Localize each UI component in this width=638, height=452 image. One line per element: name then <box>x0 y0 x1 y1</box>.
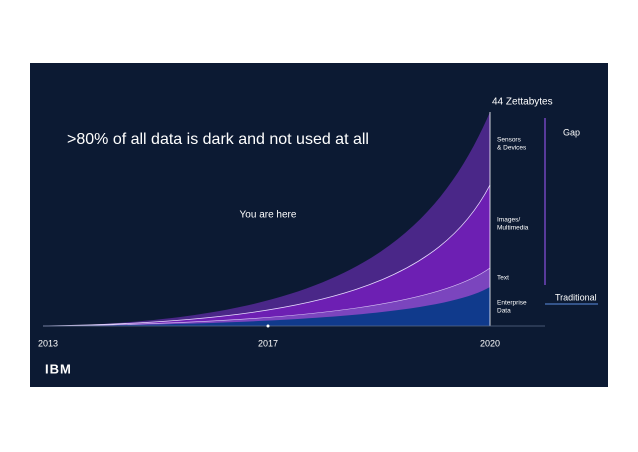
layer-label: Enterprise <box>497 300 527 307</box>
title: >80% of all data is dark and not used at… <box>67 131 369 148</box>
traditional-label: Traditional <box>555 292 597 302</box>
year-label: 2013 <box>38 338 58 348</box>
logo: IBM <box>45 361 72 376</box>
area-edge <box>42 184 491 327</box>
area-sensors <box>43 112 490 326</box>
slide-background <box>30 63 608 387</box>
year-label: 2020 <box>480 338 500 348</box>
total-label: 44 Zettabytes <box>492 97 553 108</box>
layer-label: Text <box>497 275 509 282</box>
year-label: 2017 <box>258 338 278 348</box>
area-text <box>43 268 490 326</box>
layer-label: Data <box>497 308 511 315</box>
layer-label: Images/ <box>497 217 520 224</box>
layer-label: & Devices <box>497 145 527 152</box>
layer-label: Sensors <box>497 137 522 144</box>
area-enterprise <box>43 287 490 326</box>
marker-dot <box>266 324 270 328</box>
layer-label: Multimedia <box>497 225 529 232</box>
area-edge <box>42 267 491 327</box>
marker-label: You are here <box>240 210 297 221</box>
layer-labels: Sensors& Devices Images/Multimedia Text Ent… <box>497 137 529 315</box>
gap-label: Gap <box>563 127 580 137</box>
area-images <box>43 185 490 326</box>
